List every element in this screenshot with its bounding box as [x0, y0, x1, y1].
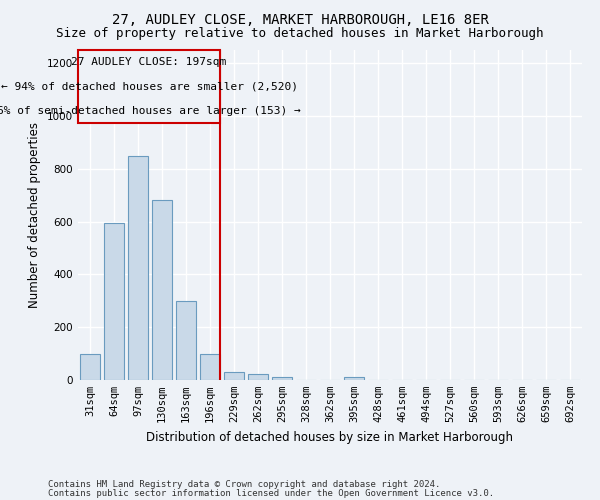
Bar [104, 223, 124, 380]
Text: 27, AUDLEY CLOSE, MARKET HARBOROUGH, LE16 8ER: 27, AUDLEY CLOSE, MARKET HARBOROUGH, LE1… [112, 12, 488, 26]
Text: Size of property relative to detached houses in Market Harborough: Size of property relative to detached ho… [56, 28, 544, 40]
Bar [128, 156, 148, 380]
Bar [152, 200, 172, 380]
Bar [224, 372, 244, 380]
Bar [78, 50, 220, 122]
Text: 6% of semi-detached houses are larger (153) →: 6% of semi-detached houses are larger (1… [0, 106, 301, 116]
Bar [248, 374, 268, 380]
Bar [272, 378, 292, 380]
X-axis label: Distribution of detached houses by size in Market Harborough: Distribution of detached houses by size … [146, 430, 514, 444]
Bar [344, 377, 364, 380]
Text: Contains public sector information licensed under the Open Government Licence v3: Contains public sector information licen… [48, 490, 494, 498]
Text: Contains HM Land Registry data © Crown copyright and database right 2024.: Contains HM Land Registry data © Crown c… [48, 480, 440, 489]
Y-axis label: Number of detached properties: Number of detached properties [28, 122, 41, 308]
Text: ← 94% of detached houses are smaller (2,520): ← 94% of detached houses are smaller (2,… [1, 82, 298, 92]
Bar [200, 354, 220, 380]
Bar [80, 354, 100, 380]
Text: 27 AUDLEY CLOSE: 197sqm: 27 AUDLEY CLOSE: 197sqm [71, 57, 227, 67]
Bar [176, 301, 196, 380]
